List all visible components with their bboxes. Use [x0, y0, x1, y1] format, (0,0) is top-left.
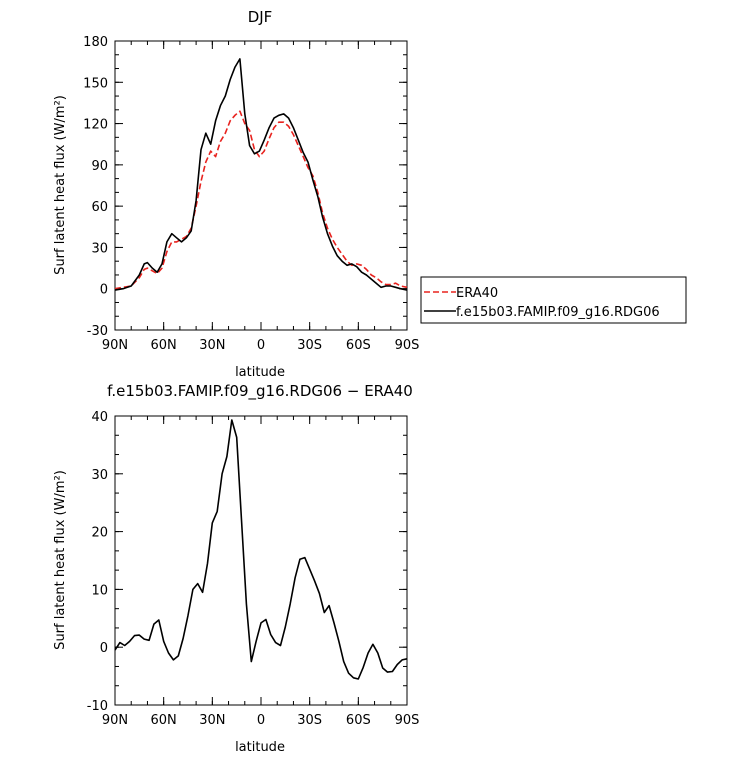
top-panel: DJF -30 0 30 60 90 120 150 180 90N 60N 30N 0 30S 60S… [53, 8, 687, 380]
top-y-axis-label: Surf latent heat flux (W/m²) [53, 95, 68, 275]
top-series-line-0 [114, 110, 408, 290]
top-xtick-label: 60N [151, 338, 177, 353]
bottom-x-tick-labels: 90N 60N 30N 0 30S 60S 90S [102, 713, 420, 728]
bottom-plot-frame [114, 415, 408, 706]
top-ytick-label: 150 [83, 76, 108, 91]
top-xtick-label: 30N [199, 338, 225, 353]
bottom-ytick-label: 20 [91, 526, 108, 541]
bottom-panel: f.e15b03.FAMIP.f09_g16.RDG06 − ERA40 -10… [53, 382, 419, 755]
top-series-lines [114, 58, 408, 291]
bottom-ytick-label: 30 [91, 468, 108, 483]
bottom-chart-title: f.e15b03.FAMIP.f09_g16.RDG06 − ERA40 [107, 382, 413, 401]
bottom-xtick-label: 90S [395, 713, 420, 728]
top-xtick-label: 60S [346, 338, 371, 353]
bottom-series-lines [114, 419, 408, 680]
top-ytick-label: 30 [91, 241, 108, 256]
bottom-y-tick-labels: -10 0 10 20 30 40 [87, 410, 108, 714]
top-y-tick-labels: -30 0 30 60 90 120 150 180 [83, 35, 108, 339]
top-xtick-label: 30S [297, 338, 322, 353]
top-ytick-label: 180 [83, 35, 108, 50]
top-ytick-label: 60 [91, 200, 108, 215]
bottom-xtick-label: 0 [257, 713, 265, 728]
top-series-line-1 [114, 58, 408, 291]
top-ytick-label: -30 [87, 324, 108, 339]
top-ytick-label: 0 [100, 283, 108, 298]
bottom-ytick-label: 10 [91, 583, 108, 598]
bottom-xtick-label: 30S [297, 713, 322, 728]
legend-box [420, 276, 687, 324]
top-xtick-label: 0 [257, 338, 265, 353]
top-xtick-label: 90N [102, 338, 128, 353]
top-ytick-label: 90 [91, 159, 108, 174]
bottom-x-axis-label: latitude [235, 740, 285, 755]
top-xtick-label: 90S [395, 338, 420, 353]
top-chart-title: DJF [248, 8, 273, 26]
bottom-ytick-label: -10 [87, 699, 108, 714]
top-x-tick-labels: 90N 60N 30N 0 30S 60S 90S [102, 338, 420, 353]
bottom-xtick-label: 30N [199, 713, 225, 728]
bottom-ytick-label: 0 [100, 641, 108, 656]
bottom-y-axis-label: Surf latent heat flux (W/m²) [53, 470, 68, 650]
top-ytick-label: 120 [83, 118, 108, 133]
bottom-xtick-label: 90N [102, 713, 128, 728]
legend-era40-label: ERA40 [456, 286, 498, 301]
bottom-ytick-label: 40 [91, 410, 108, 425]
bottom-axis-ticks [114, 415, 408, 706]
bottom-xtick-label: 60S [346, 713, 371, 728]
legend: ERA40 f.e15b03.FAMIP.f09_g16.RDG06 [420, 276, 687, 324]
top-plot-frame [114, 40, 408, 331]
top-x-axis-label: latitude [235, 365, 285, 380]
bottom-xtick-label: 60N [151, 713, 177, 728]
legend-model-label: f.e15b03.FAMIP.f09_g16.RDG06 [456, 305, 660, 320]
bottom-series-line-0 [114, 419, 408, 680]
top-axis-ticks [114, 40, 408, 331]
